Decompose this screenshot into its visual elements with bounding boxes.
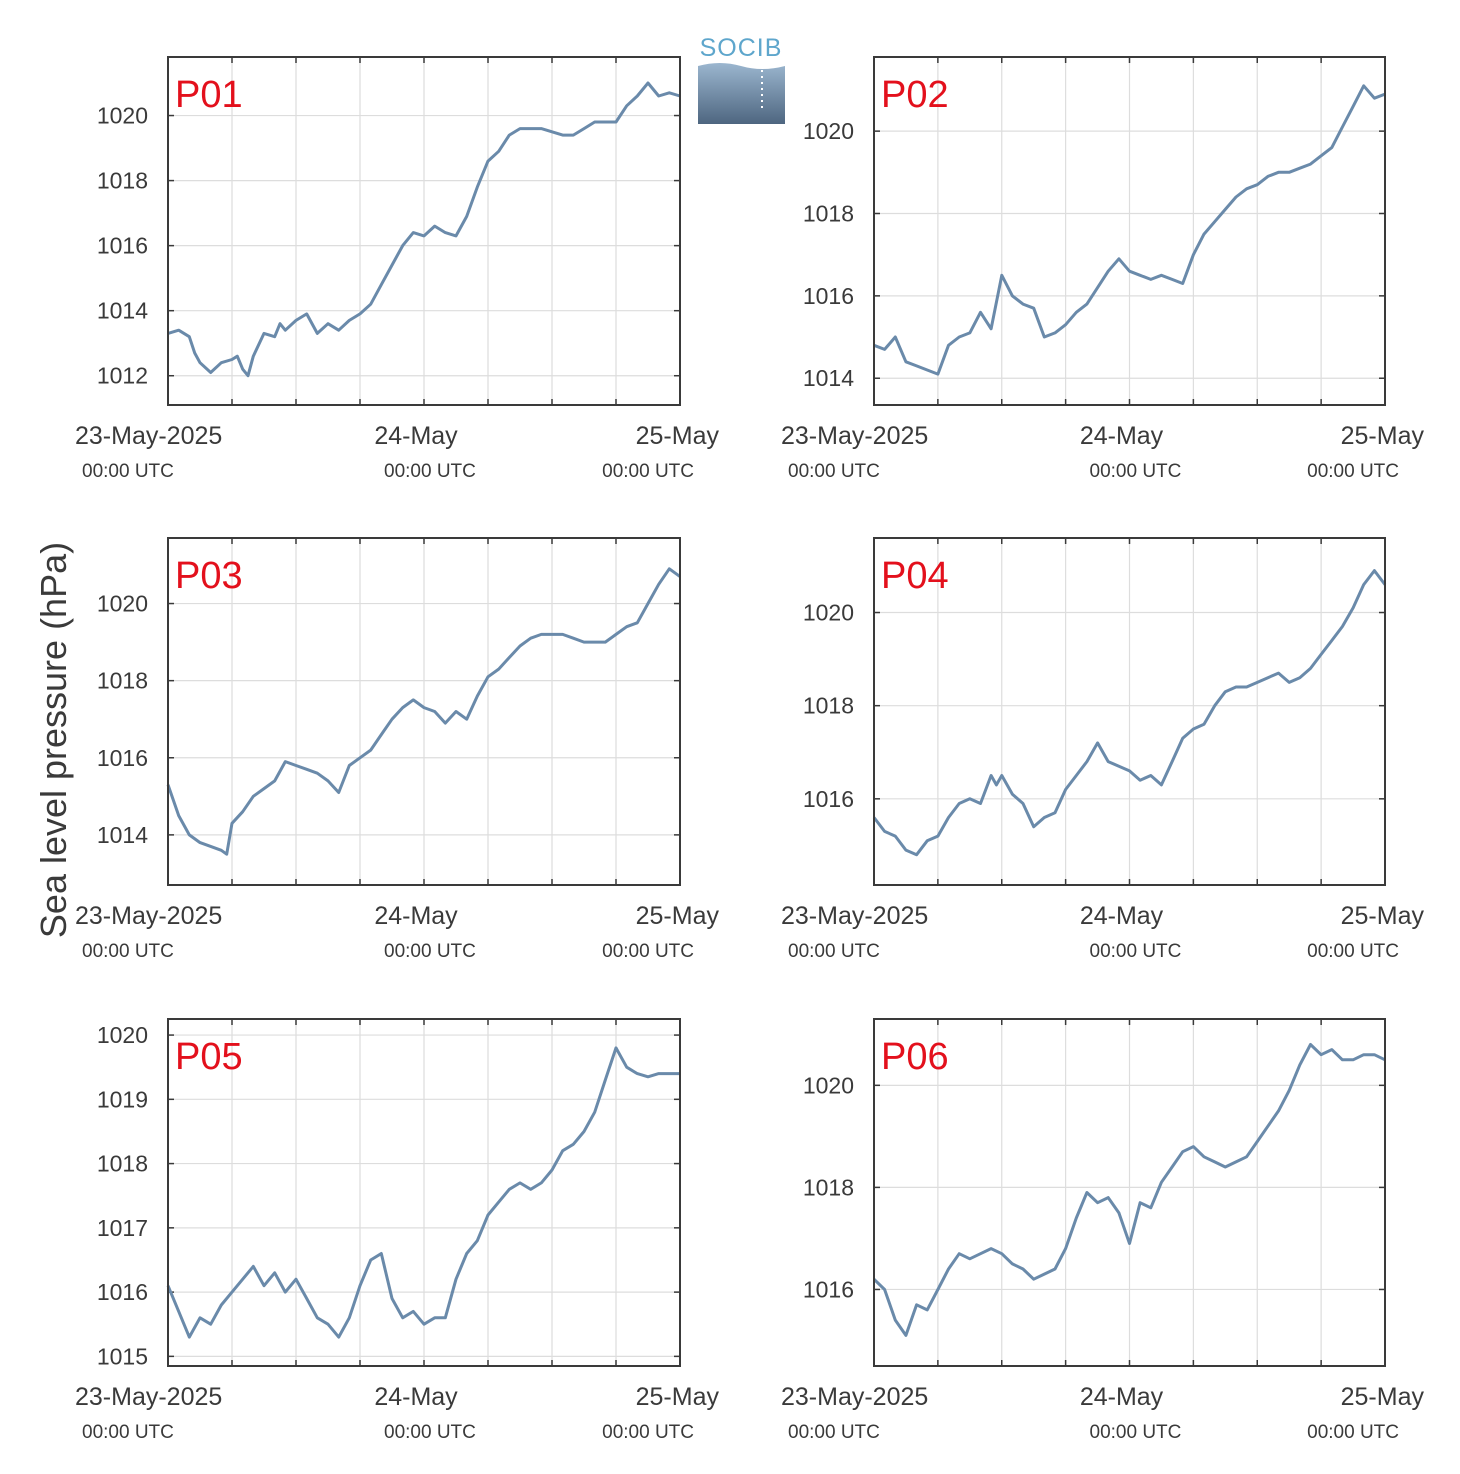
y-tick-label: 1020 (97, 103, 148, 129)
series-line-p02 (873, 84, 1386, 376)
panel-title: P01 (175, 74, 243, 116)
panel-p06: 1016 1018 1020 P06 23-May-2025 00:00 UTC 24-Ma… (781, 1018, 1425, 1443)
x-tick-label: 25-May (1341, 422, 1425, 450)
y-tick-label: 1020 (97, 591, 148, 617)
x-tick-sublabel: 00:00 UTC (1307, 461, 1399, 482)
x-tick-sublabel: 00:00 UTC (602, 461, 694, 482)
y-tick-label: 1020 (97, 1022, 148, 1048)
x-tick-sublabel: 00:00 UTC (1090, 941, 1182, 962)
y-tick-label: 1016 (97, 233, 148, 259)
panel-title: P04 (881, 555, 949, 597)
x-tick-label: 25-May (1341, 902, 1425, 930)
x-tick-label: 24-May (1080, 1383, 1164, 1411)
x-tick-sublabel: 00:00 UTC (384, 461, 476, 482)
x-tick-label: 23-May-2025 (781, 1383, 928, 1411)
y-tick-label: 1018 (97, 668, 148, 694)
logo-text: SOCIB (700, 34, 783, 62)
x-tick-label: 24-May (1080, 422, 1164, 450)
panels: 1012 1014 1016 1018 1020 P01 23-May-2025 00:00 … (75, 56, 1425, 1443)
y-tick-label: 1016 (803, 283, 854, 309)
panel-p05: 1015 1016 1017 1018 1019 1020 P05 23-May-2025 00… (75, 1018, 720, 1443)
y-tick-label: 1017 (97, 1215, 148, 1241)
series-line-p05 (166, 1046, 680, 1339)
y-tick-label: 1014 (97, 822, 148, 848)
x-tick-label: 24-May (374, 902, 458, 930)
y-tick-label: 1019 (97, 1086, 148, 1112)
y-axis-label: Sea level pressure (hPa) (33, 542, 74, 938)
y-tick-label: 1016 (803, 786, 854, 812)
y-tick-label: 1018 (803, 200, 854, 226)
x-tick-label: 23-May-2025 (781, 422, 928, 450)
x-tick-label: 25-May (1341, 1383, 1425, 1411)
x-tick-sublabel: 00:00 UTC (1090, 461, 1182, 482)
x-tick-sublabel: 00:00 UTC (384, 1422, 476, 1443)
series-line-p04 (872, 569, 1387, 857)
x-tick-label: 23-May-2025 (75, 422, 222, 450)
x-tick-sublabel: 00:00 UTC (602, 941, 694, 962)
x-tick-sublabel: 00:00 UTC (82, 941, 174, 962)
x-tick-label: 23-May-2025 (781, 902, 928, 930)
logo-wave-icon (698, 63, 785, 124)
series-line-p01 (167, 81, 681, 378)
series-line-p03 (166, 567, 681, 856)
y-tick-label: 1020 (803, 118, 854, 144)
y-tick-label: 1018 (803, 693, 854, 719)
panel-title: P05 (175, 1036, 243, 1078)
panel-title: P03 (175, 555, 243, 597)
x-tick-label: 25-May (636, 902, 720, 930)
panel-p02: 1014 1016 1018 1020 P02 23-May-2025 00:00 UTC 2… (781, 56, 1425, 482)
x-tick-sublabel: 00:00 UTC (82, 1422, 174, 1443)
x-tick-sublabel: 00:00 UTC (788, 941, 880, 962)
socib-logo: SOCIB (698, 34, 785, 124)
x-tick-sublabel: 00:00 UTC (602, 1422, 694, 1443)
x-tick-label: 24-May (374, 1383, 458, 1411)
x-tick-label: 23-May-2025 (75, 902, 222, 930)
panel-title: P02 (881, 74, 949, 116)
x-tick-label: 25-May (636, 1383, 720, 1411)
y-tick-label: 1014 (803, 365, 854, 391)
x-tick-sublabel: 00:00 UTC (384, 941, 476, 962)
x-tick-sublabel: 00:00 UTC (788, 1422, 880, 1443)
y-tick-label: 1020 (803, 1072, 854, 1098)
plot-frame (167, 56, 681, 406)
y-tick-label: 1016 (803, 1276, 854, 1302)
x-tick-sublabel: 00:00 UTC (82, 461, 174, 482)
x-tick-label: 24-May (1080, 902, 1164, 930)
y-tick-label: 1014 (97, 298, 148, 324)
x-tick-label: 24-May (374, 422, 458, 450)
series-line-p06 (872, 1043, 1386, 1337)
panel-title: P06 (881, 1036, 949, 1078)
plot-frame (167, 537, 681, 886)
panel-p03: 1014 1016 1018 1020 P03 23-May-2025 00:00 UTC 2… (75, 537, 720, 962)
y-tick-label: 1012 (97, 363, 148, 389)
x-tick-sublabel: 00:00 UTC (1090, 1422, 1182, 1443)
panel-p01: 1012 1014 1016 1018 1020 P01 23-May-2025 00:00 … (75, 56, 720, 482)
y-tick-label: 1018 (803, 1174, 854, 1200)
plot-frame (873, 537, 1386, 886)
y-tick-label: 1018 (97, 1151, 148, 1177)
x-tick-label: 23-May-2025 (75, 1383, 222, 1411)
y-tick-label: 1016 (97, 1279, 148, 1305)
panel-p04: 1016 1018 1020 P04 23-May-2025 00:00 UTC 24-Ma… (781, 537, 1425, 962)
x-tick-label: 25-May (636, 422, 720, 450)
y-tick-label: 1018 (97, 168, 148, 194)
plot-frame (873, 1018, 1386, 1367)
x-tick-sublabel: 00:00 UTC (788, 461, 880, 482)
y-tick-label: 1020 (803, 600, 854, 626)
plot-frame (873, 56, 1386, 406)
x-tick-sublabel: 00:00 UTC (1307, 941, 1399, 962)
y-tick-label: 1015 (97, 1343, 148, 1369)
y-tick-label: 1016 (97, 745, 148, 771)
plot-frame (167, 1018, 681, 1367)
x-tick-sublabel: 00:00 UTC (1307, 1422, 1399, 1443)
